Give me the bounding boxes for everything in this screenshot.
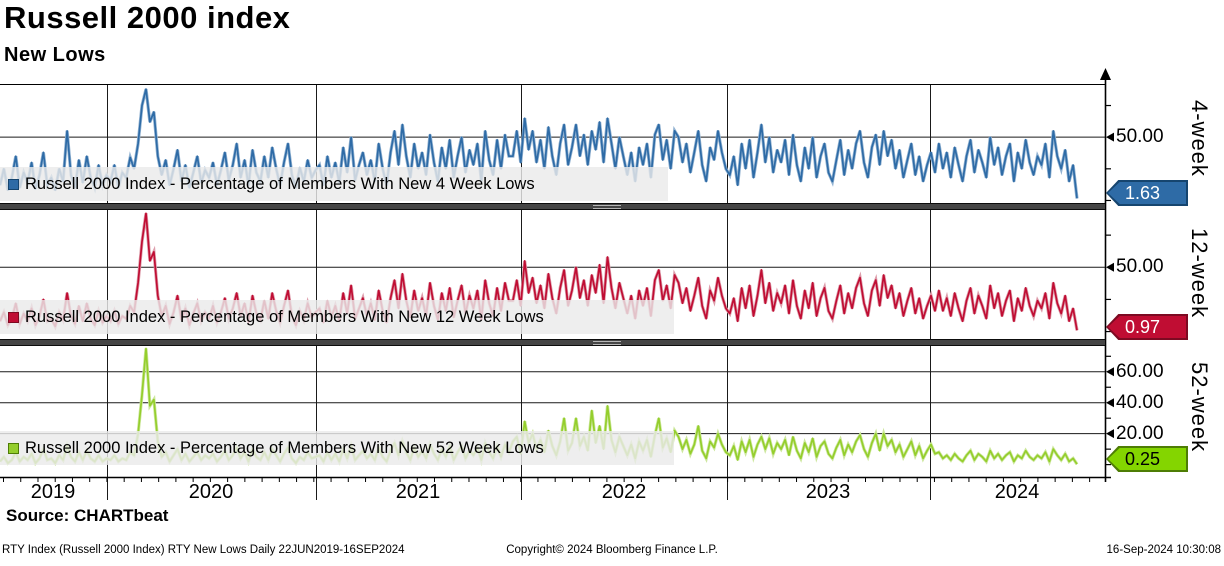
y-tick-label: 60.00 — [1116, 360, 1164, 382]
footer-copyright: Copyright© 2024 Bloomberg Finance L.P. — [506, 544, 718, 556]
footer-timestamp: 16-Sep-2024 10:30:08 — [1106, 544, 1221, 556]
y-tick-label: 50.00 — [1116, 126, 1164, 148]
splitter-grip-icon[interactable] — [593, 205, 621, 209]
last-value-tag-4-week: 1.63 — [1106, 180, 1188, 206]
legend-4-week[interactable]: Russell 2000 Index - Percentage of Membe… — [0, 167, 668, 201]
legend-swatch-4-week — [8, 178, 19, 190]
year-label: 2023 — [805, 481, 851, 503]
series-line-4-week — [0, 88, 1078, 199]
last-value-12-week: 0.97 — [1108, 316, 1186, 338]
year-label: 2021 — [395, 481, 441, 503]
footer-ticker-info: RTY Index (Russell 2000 Index) RTY New L… — [2, 544, 405, 556]
y-tick-label: 20.00 — [1116, 422, 1164, 444]
panel-title-52-week: 52-week — [1187, 362, 1212, 453]
panel-splitter-1[interactable] — [0, 203, 1105, 210]
tick-arrow-icon — [1106, 262, 1114, 272]
legend-label-12-week: Russell 2000 Index - Percentage of Membe… — [25, 307, 544, 326]
source-line: Source: CHARTbeat — [6, 506, 169, 525]
panel-title-4-week: 4-week — [1187, 100, 1212, 177]
legend-swatch-12-week — [8, 311, 19, 323]
y-tick-label: 50.00 — [1116, 256, 1164, 278]
panel-title-12-week: 12-week — [1187, 228, 1212, 319]
tick-arrow-icon — [1106, 367, 1114, 377]
last-value-4-week: 1.63 — [1108, 182, 1186, 204]
year-label: 2024 — [994, 481, 1040, 503]
y-tick-label: 40.00 — [1116, 391, 1164, 413]
panel-splitter-2[interactable] — [0, 339, 1105, 346]
year-label: 2020 — [188, 481, 234, 503]
last-value-tag-52-week: 0.25 — [1106, 446, 1188, 472]
last-value-52-week: 0.25 — [1108, 448, 1186, 470]
legend-12-week[interactable]: Russell 2000 Index - Percentage of Membe… — [0, 300, 674, 334]
last-value-tag-12-week: 0.97 — [1106, 314, 1188, 340]
tick-arrow-icon — [1106, 132, 1114, 142]
page-title: Russell 2000 index — [4, 0, 291, 35]
axis-up-arrow-icon — [1100, 68, 1111, 80]
tick-arrow-icon — [1106, 398, 1114, 408]
legend-label-4-week: Russell 2000 Index - Percentage of Membe… — [25, 174, 535, 193]
legend-swatch-52-week — [8, 442, 19, 454]
legend-52-week[interactable]: Russell 2000 Index - Percentage of Membe… — [0, 431, 674, 465]
splitter-grip-icon[interactable] — [593, 341, 621, 345]
tick-arrow-icon — [1106, 429, 1114, 439]
page-subtitle: New Lows — [4, 44, 106, 66]
legend-label-52-week: Russell 2000 Index - Percentage of Membe… — [25, 438, 544, 457]
year-label: 2022 — [601, 481, 647, 503]
year-label: 2019 — [30, 481, 76, 503]
